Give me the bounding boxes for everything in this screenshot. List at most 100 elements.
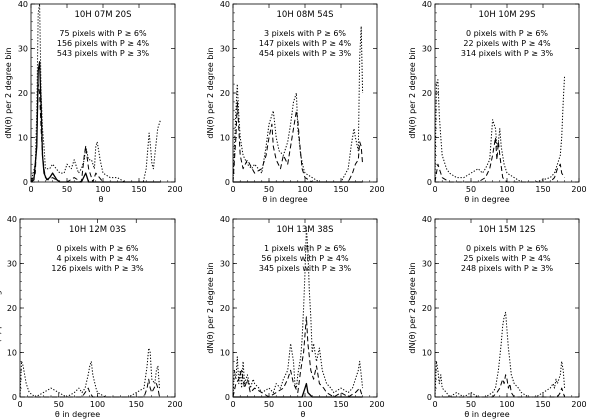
x-tick-label: 150 (535, 400, 550, 409)
pixel-count-annotation: 147 pixels with P ≥ 4% (259, 39, 352, 48)
chart-panel-2: 0 50 100 150 200 0 10 20 30 40 θ in degree dN(θ) pe… (206, 0, 385, 204)
x-tick-label: 0 (28, 185, 33, 194)
x-tick-label: 100 (90, 400, 105, 409)
y-tick-label: 40 (422, 215, 432, 224)
x-tick-label: 200 (571, 185, 586, 194)
series-line-dashed (435, 374, 566, 398)
y-tick-label: 0 (427, 178, 432, 187)
x-tick-label: 50 (264, 185, 274, 194)
chart-panel-5: 0 50 100 150 200 0 10 20 30 40 θ dN(θ) per 2 degree… (206, 215, 385, 419)
x-tick-label: 100 (499, 185, 514, 194)
series-line-solid (30, 61, 161, 183)
pixel-count-annotation: 314 pixels with P ≥ 3% (461, 49, 554, 58)
series-line-dashed (20, 378, 160, 398)
y-tick-label: 20 (7, 304, 17, 313)
y-tick-label: 40 (18, 0, 28, 9)
x-tick-label: 0 (432, 185, 437, 194)
x-axis-label: θ (99, 195, 104, 204)
x-tick-label: 200 (369, 185, 384, 194)
y-tick-label: 0 (12, 393, 17, 402)
y-axis-label: dN(θ) per 2 degree bin (206, 47, 215, 138)
x-axis-label: θ in degree (55, 410, 100, 419)
y-axis-label: dN(θ) per 2 degree bin (4, 47, 13, 138)
y-tick-label: 20 (18, 89, 28, 98)
x-tick-label: 50 (62, 185, 72, 194)
series-line-dotted (19, 347, 160, 398)
y-tick-label: 30 (18, 45, 28, 54)
x-tick-label: 100 (95, 185, 110, 194)
x-tick-label: 50 (54, 400, 64, 409)
panel-title: 10H 15M 12S (479, 225, 536, 235)
y-tick-label: 10 (7, 349, 17, 358)
series-line-dotted (434, 311, 566, 398)
y-axis-label: dN(θ) per 2 degree bin (408, 47, 417, 138)
x-tick-label: 150 (129, 400, 144, 409)
y-tick-label: 40 (220, 0, 230, 9)
y-tick-label: 40 (422, 0, 432, 9)
y-tick-label: 40 (7, 215, 17, 224)
y-tick-label: 10 (220, 134, 230, 143)
y-axis-label: dN(θ) per 2 degree bin (0, 262, 2, 353)
x-tick-label: 150 (333, 400, 348, 409)
y-tick-label: 10 (422, 349, 432, 358)
pixel-count-annotation: 3 pixels with P ≥ 6% (264, 29, 346, 38)
x-tick-label: 0 (230, 185, 235, 194)
y-tick-label: 0 (225, 178, 230, 187)
y-axis-label: dN(θ) per 2 degree bin (408, 262, 417, 353)
x-tick-label: 150 (333, 185, 348, 194)
series-line-dashed (232, 101, 364, 183)
x-axis-label: θ (301, 410, 306, 419)
x-axis-label: θ in degree (464, 195, 509, 204)
pixel-count-annotation: 4 pixels with P ≥ 4% (56, 254, 138, 263)
panel-title: 10H 07M 20S (75, 10, 132, 20)
pixel-count-annotation: 156 pixels with P ≥ 4% (57, 39, 150, 48)
x-tick-label: 200 (369, 400, 384, 409)
y-tick-label: 20 (220, 304, 230, 313)
y-tick-label: 0 (225, 393, 230, 402)
x-tick-label: 150 (131, 185, 146, 194)
y-tick-label: 10 (422, 134, 432, 143)
pixel-count-annotation: 75 pixels with P ≥ 6% (59, 29, 147, 38)
x-axis-label: θ in degree (464, 410, 509, 419)
series-line-dotted (30, 3, 162, 183)
x-tick-label: 200 (167, 185, 182, 194)
y-tick-label: 30 (220, 45, 230, 54)
pixel-count-annotation: 0 pixels with P ≥ 6% (466, 29, 548, 38)
y-tick-label: 30 (422, 45, 432, 54)
pixel-count-annotation: 0 pixels with P ≥ 6% (56, 244, 138, 253)
y-tick-label: 0 (23, 178, 28, 187)
x-axis-label: θ in degree (262, 195, 307, 204)
series-line-dotted (434, 75, 566, 183)
y-tick-label: 20 (422, 89, 432, 98)
x-tick-label: 50 (264, 400, 274, 409)
x-tick-label: 100 (499, 400, 514, 409)
x-tick-label: 150 (535, 185, 550, 194)
panel-title: 10H 12M 03S (69, 225, 126, 235)
pixel-count-annotation: 0 pixels with P ≥ 6% (466, 244, 548, 253)
pixel-count-annotation: 345 pixels with P ≥ 3% (259, 264, 352, 273)
series-line-solid (233, 382, 363, 398)
pixel-count-annotation: 454 pixels with P ≥ 3% (259, 49, 352, 58)
series-line-dotted (232, 227, 364, 398)
series-line-dashed (434, 137, 566, 183)
x-tick-label: 50 (466, 400, 476, 409)
pixel-count-annotation: 543 pixels with P ≥ 3% (57, 49, 150, 58)
pixel-count-annotation: 248 pixels with P ≥ 3% (461, 264, 554, 273)
y-tick-label: 30 (220, 260, 230, 269)
x-tick-label: 0 (17, 400, 22, 409)
panel-title: 10H 10M 29S (479, 10, 536, 20)
y-tick-label: 0 (427, 393, 432, 402)
chart-panel-4: 0 50 100 150 200 0 10 20 30 40 θ in degree dN(θ) pe… (0, 215, 183, 419)
chart-panel-6: 0 50 100 150 200 0 10 20 30 40 θ in degree dN(θ) pe… (408, 215, 587, 419)
y-tick-label: 30 (422, 260, 432, 269)
chart-panel-3: 0 50 100 150 200 0 10 20 30 40 θ in degree dN(θ) pe… (408, 0, 587, 204)
pixel-count-annotation: 22 pixels with P ≥ 4% (463, 39, 551, 48)
series-line-dashed (232, 316, 364, 398)
x-tick-label: 100 (297, 185, 312, 194)
chart-panel-1: 0 50 100 150 200 0 10 20 30 40 θ dN(θ) per 2 degree… (4, 0, 183, 204)
x-tick-label: 200 (571, 400, 586, 409)
y-tick-label: 30 (7, 260, 17, 269)
y-tick-label: 20 (220, 89, 230, 98)
y-axis-label: dN(θ) per 2 degree bin (206, 262, 215, 353)
